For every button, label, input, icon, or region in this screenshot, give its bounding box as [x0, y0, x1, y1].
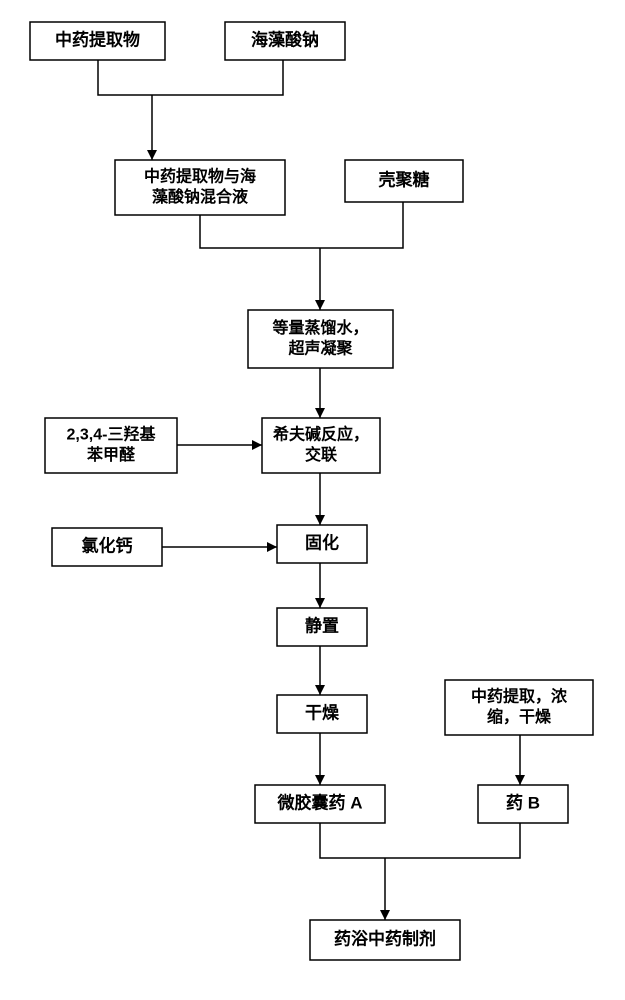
node-n12: 中药提取，浓缩，干燥	[445, 680, 593, 735]
arrowhead-e2	[147, 150, 157, 160]
node-label-n2-line0: 海藻酸钠	[251, 29, 319, 49]
node-n3: 中药提取物与海藻酸钠混合液	[115, 160, 285, 215]
arrowhead-e9	[315, 598, 325, 608]
node-label-n7-line1: 交联	[305, 445, 337, 464]
node-n4: 壳聚糖	[345, 160, 463, 202]
node-label-n3-line1: 藻酸钠混合液	[152, 187, 249, 206]
node-n10: 静置	[277, 608, 367, 646]
node-n7: 希夫碱反应， 交联	[262, 418, 380, 473]
node-label-n7-line0: 希夫碱反应，	[273, 424, 369, 443]
arrowhead-e10	[315, 685, 325, 695]
arrowhead-e7	[315, 515, 325, 525]
edge-e13	[320, 823, 520, 858]
node-n13: 微胶囊药 A	[255, 785, 385, 823]
node-n14: 药 B	[478, 785, 568, 823]
node-label-n6-line0: 2,3,4-三羟基	[67, 424, 157, 443]
node-n9: 固化	[277, 525, 367, 563]
edge-e1	[98, 60, 283, 95]
arrowhead-e8	[267, 542, 277, 552]
node-box-n5	[248, 310, 393, 368]
arrowhead-e12	[515, 775, 525, 785]
node-label-n4-line0: 壳聚糖	[378, 169, 430, 189]
node-label-n3-line0: 中药提取物与海	[144, 166, 256, 185]
node-label-n8-line0: 氯化钙	[82, 535, 133, 555]
node-label-n5-line1: 超声凝聚	[287, 339, 353, 358]
node-label-n10-line0: 静置	[305, 615, 339, 635]
node-label-n9-line0: 固化	[305, 532, 339, 552]
arrowhead-e11	[315, 775, 325, 785]
node-n8: 氯化钙	[52, 528, 162, 566]
arrowhead-e5	[315, 408, 325, 418]
node-label-n5-line0: 等量蒸馏水，	[271, 318, 368, 337]
node-label-n1-line0: 中药提取物	[55, 29, 140, 49]
node-label-n12-line1: 缩，干燥	[487, 707, 552, 726]
node-label-n6-line1: 苯甲醛	[86, 445, 136, 464]
node-label-n14-line0: 药 B	[506, 792, 540, 812]
nodes-layer: 中药提取物 海藻酸钠中药提取物与海藻酸钠混合液 壳聚糖等量蒸馏水， 超声凝聚 2,3,4…	[30, 22, 593, 960]
arrowhead-e6	[252, 440, 262, 450]
node-label-n13-line0: 微胶囊药 A	[277, 792, 363, 812]
arrowhead-e14	[380, 910, 390, 920]
node-label-n11-line0: 干燥	[305, 703, 340, 722]
node-label-n15-line0: 药浴中药制剂	[334, 928, 436, 948]
node-label-n12-line0: 中药提取，浓	[471, 686, 568, 705]
arrowhead-e4	[315, 300, 325, 310]
node-n6: 2,3,4-三羟基苯甲醛	[45, 418, 177, 473]
node-n5: 等量蒸馏水， 超声凝聚	[248, 310, 393, 368]
node-n11: 干燥	[277, 695, 367, 733]
node-n2: 海藻酸钠	[225, 22, 345, 60]
node-n1: 中药提取物	[30, 22, 165, 60]
node-n15: 药浴中药制剂	[310, 920, 460, 960]
